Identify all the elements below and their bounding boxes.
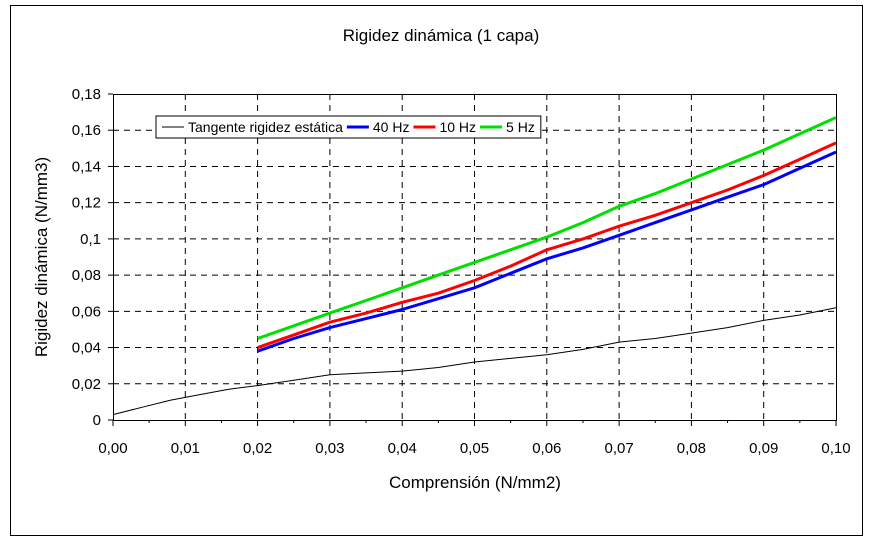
x-tick-label: 0,02: [243, 440, 272, 457]
series-layer: [112, 116, 837, 416]
y-tick-label: 0,1: [80, 231, 101, 248]
y-tick-label: 0,08: [72, 267, 101, 284]
y-tick-label: 0,12: [72, 195, 101, 212]
legend: Tangente rigidez estática 40 Hz 10 Hz 5 Hz: [155, 115, 542, 139]
x-tick-label: 0,01: [171, 440, 200, 457]
legend-label-40-hz: 40 Hz: [373, 119, 410, 135]
y-tick-label: 0,04: [72, 340, 101, 357]
x-tick-label: 0,05: [460, 440, 489, 457]
series-line-5-hz: [257, 116, 837, 340]
axis-layer: 0,00 0,01 0,02 0,03 0,04 0,05 0,06 0,07 0,08 0,09…: [72, 86, 851, 457]
y-tick-label: 0,18: [72, 86, 101, 103]
y-tick-label: 0,02: [72, 376, 101, 393]
legend-label-tangente-rigidez-est-tica: Tangente rigidez estática: [188, 119, 343, 135]
series-line-tangente-rigidez-est-tica: [112, 307, 837, 416]
y-tick-label: 0,06: [72, 303, 101, 320]
x-tick-label: 0,07: [604, 440, 633, 457]
y-tick-label: 0,16: [72, 122, 101, 139]
series-line-40-hz: [257, 150, 837, 353]
x-axis-label: Comprensión (N/mm2): [389, 473, 561, 492]
chart-border: [10, 5, 863, 536]
x-tick-label: 0,06: [532, 440, 561, 457]
x-tick-label: 0,03: [315, 440, 344, 457]
legend-label-5-hz: 5 Hz: [506, 119, 535, 135]
x-tick-label: 0,08: [677, 440, 706, 457]
y-axis-label: Rigidez dinámica (N/mm3): [32, 157, 51, 357]
x-tick-label: 0,00: [98, 440, 127, 457]
legend-label-10-hz: 10 Hz: [439, 119, 476, 135]
series-line-10-hz: [257, 141, 837, 350]
x-tick-label: 0,09: [749, 440, 778, 457]
x-tick-label: 0,04: [388, 440, 417, 457]
x-tick-label: 0,10: [821, 440, 850, 457]
chart-title: Rigidez dinámica (1 capa): [343, 26, 540, 45]
y-tick-label: 0,14: [72, 158, 101, 175]
y-tick-label: 0: [93, 412, 101, 429]
